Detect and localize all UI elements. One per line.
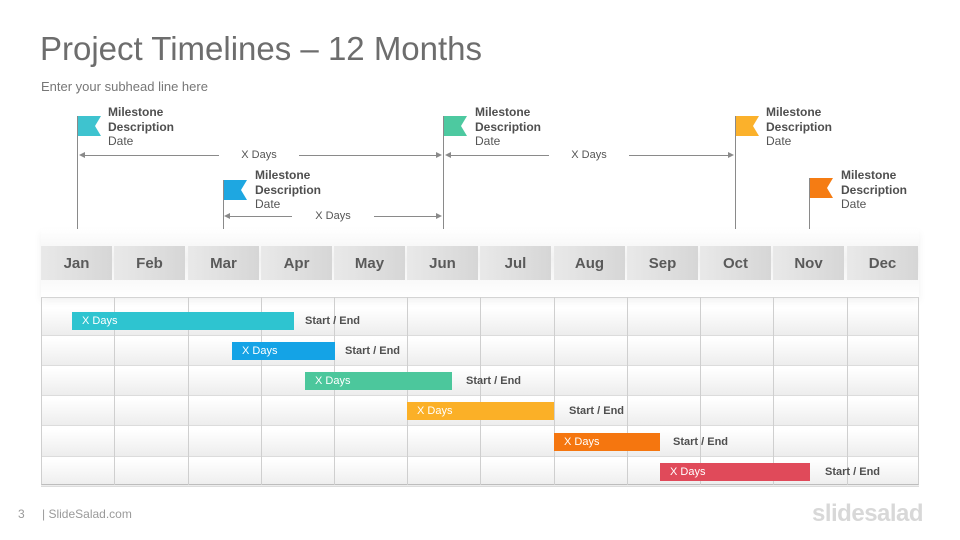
milestone-date: Date [766,134,792,148]
arrow-right-icon [728,152,734,158]
grid-divider [773,297,774,485]
month-apr: Apr [261,246,332,280]
milestone-stem [735,116,736,236]
task-start-end-label: Start / End [569,405,625,417]
milestone-date: Date [841,197,867,211]
milestone-title: Milestone [108,105,164,119]
milestone-description: Description [255,182,322,197]
arrow-right-icon [436,152,442,158]
milestone-flag-icon [224,180,247,200]
footer-site-link[interactable]: | SlideSalad.com [42,507,132,521]
month-jul: Jul [480,246,551,280]
grid-divider [188,297,189,485]
milestone-date: Date [108,134,134,148]
milestone-title: Milestone [841,168,897,182]
grid-divider [114,297,115,485]
milestone-stem [77,116,78,236]
milestone-label: Milestone Description Date [475,105,541,149]
grid-divider [480,297,481,485]
month-jan: Jan [41,246,112,280]
duration-label: X Days [571,149,607,161]
grid-divider [261,297,262,485]
page-number: 3 [18,507,25,521]
duration-arrow: X Days [79,149,442,163]
milestone-label: Milestone Description Date [255,168,321,212]
milestone-flag-icon [78,116,101,136]
month-dec: Dec [847,246,918,280]
arrow-right-icon [436,213,442,219]
slide-title: Project Timelines – 12 Months [40,30,483,67]
task-bar: X Days [232,342,335,360]
milestone-date: Date [475,134,501,148]
brand-logo: slidesalad [812,500,924,527]
month-oct: Oct [700,246,771,280]
milestone-title: Milestone [766,105,822,119]
grid-divider [554,297,555,485]
task-start-end-label: Start / End [825,466,881,478]
milestone-flag-icon [444,116,467,136]
milestone-stem [443,116,444,236]
milestone-stem [223,180,224,236]
grid-divider [847,297,848,485]
milestone-description: Description [841,182,908,197]
duration-label: X Days [315,210,351,222]
task-bar: X Days [554,433,660,451]
task-bar: X Days [305,372,452,390]
month-may: May [334,246,405,280]
milestone-title: Milestone [475,105,531,119]
milestone-label: Milestone Description Date [766,105,832,149]
milestone-stem [809,178,810,236]
month-sep: Sep [627,246,698,280]
task-start-end-label: Start / End [305,315,361,327]
grid-divider [627,297,628,485]
milestone-flag-icon [736,116,759,136]
grid-divider [407,297,408,485]
month-nov: Nov [773,246,844,280]
milestone-label: Milestone Description Date [108,105,174,149]
duration-arrow: X Days [224,210,442,224]
milestone-description: Description [108,119,175,134]
milestone-description: Description [475,119,542,134]
task-start-end-label: Start / End [673,436,729,448]
duration-arrow: X Days [445,149,734,163]
task-start-end-label: Start / End [345,345,401,357]
grid-divider [700,297,701,485]
task-start-end-label: Start / End [466,375,522,387]
month-aug: Aug [554,246,625,280]
month-jun: Jun [407,246,478,280]
task-bar: X Days [660,463,810,481]
milestone-flag-icon [810,178,833,198]
milestone-date: Date [255,197,281,211]
grid-divider [334,297,335,485]
month-feb: Feb [114,246,185,280]
task-bar: X Days [72,312,294,330]
slide-subhead: Enter your subhead line here [41,79,208,94]
task-bar: X Days [407,402,554,420]
duration-label: X Days [241,149,277,161]
milestone-title: Milestone [255,168,311,182]
milestone-label: Milestone Description Date [841,168,907,212]
month-mar: Mar [188,246,259,280]
milestone-description: Description [766,119,833,134]
